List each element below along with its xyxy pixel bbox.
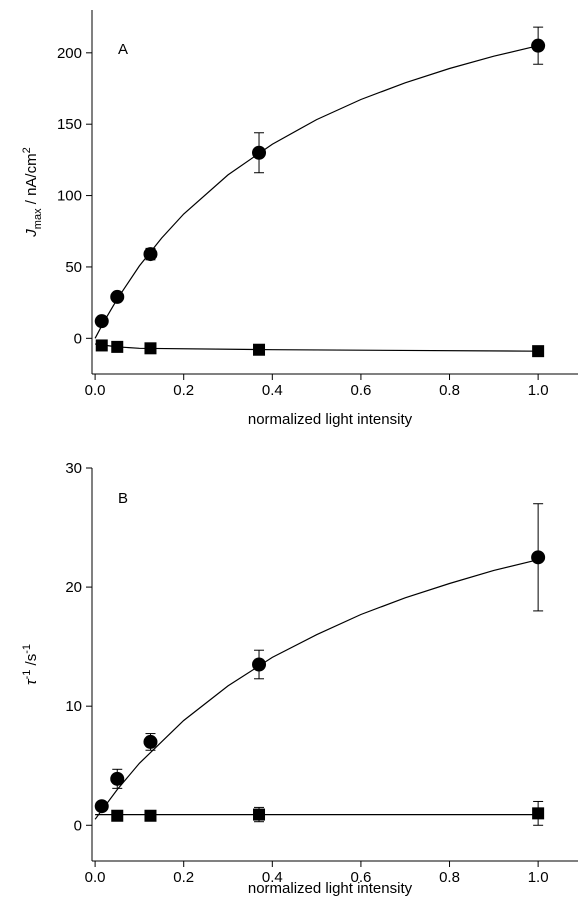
x-tick-label: 0.6 bbox=[350, 382, 371, 399]
x-tick-label: 0.4 bbox=[262, 869, 283, 886]
x-tick-label: 0.8 bbox=[439, 382, 460, 399]
y-tick-label: 50 bbox=[65, 259, 82, 276]
y-axis-label-part: max bbox=[32, 208, 44, 229]
data-point bbox=[252, 657, 267, 672]
x-tick-label: 0.2 bbox=[173, 382, 194, 399]
data-point bbox=[110, 771, 125, 786]
x-tick-label: 1.0 bbox=[528, 382, 549, 399]
panel: 0 50 100 150 200 0.0 0.2 0.4 0.6 0.8 1.0 normalized… bbox=[21, 10, 578, 428]
fit-curve bbox=[95, 343, 539, 352]
data-point bbox=[111, 809, 124, 822]
y-axis-label: τ-1 /s-1 bbox=[21, 644, 40, 685]
y-tick-label: 0 bbox=[74, 817, 82, 834]
data-point bbox=[144, 809, 157, 822]
data-point bbox=[143, 247, 158, 262]
x-axis-label: normalized light intensity bbox=[248, 411, 413, 428]
data-point bbox=[94, 314, 109, 329]
y-axis-label: Jmax / nA/cm2 bbox=[21, 147, 44, 237]
y-axis-label-part: J bbox=[23, 229, 40, 238]
y-tick-label: 10 bbox=[65, 698, 82, 715]
y-axis-label-part: τ bbox=[23, 678, 40, 685]
data-point bbox=[95, 339, 108, 352]
y-axis-label-part: / nA/cm bbox=[23, 153, 40, 208]
x-tick-label: 0.0 bbox=[85, 382, 106, 399]
data-point bbox=[111, 340, 124, 353]
x-axis-label: normalized light intensity bbox=[248, 880, 413, 896]
y-tick-label: 30 bbox=[65, 460, 82, 477]
y-axis-label-part: /s bbox=[23, 654, 40, 670]
y-tick-label: 150 bbox=[57, 116, 82, 133]
fit-curve bbox=[94, 45, 539, 339]
y-tick-label: 20 bbox=[65, 579, 82, 596]
y-tick-label: 100 bbox=[57, 188, 82, 205]
panel-label: B bbox=[118, 490, 128, 507]
y-axis-label-part: -1 bbox=[21, 644, 33, 654]
x-tick-label: 1.0 bbox=[528, 869, 549, 886]
data-point bbox=[94, 799, 109, 814]
fit-curve bbox=[94, 559, 539, 820]
y-tick-label: 0 bbox=[74, 330, 82, 347]
data-point bbox=[531, 38, 546, 53]
data-point bbox=[252, 145, 267, 160]
data-point bbox=[531, 550, 546, 565]
panel: 0 10 20 30 0.0 0.2 0.4 0.6 0.8 1.0 normalized ligh… bbox=[21, 460, 578, 897]
x-tick-label: 0.2 bbox=[173, 869, 194, 886]
data-point bbox=[532, 345, 545, 358]
panel-label: A bbox=[118, 41, 128, 58]
y-axis-label-part: 2 bbox=[21, 147, 33, 153]
data-point bbox=[143, 734, 158, 749]
data-point bbox=[253, 343, 266, 356]
x-tick-label: 0.4 bbox=[262, 382, 283, 399]
x-tick-label: 0.0 bbox=[85, 869, 106, 886]
y-axis-label-part: -1 bbox=[21, 670, 33, 680]
data-point bbox=[110, 289, 125, 304]
data-point bbox=[144, 342, 157, 355]
data-point bbox=[532, 807, 545, 820]
x-tick-label: 0.8 bbox=[439, 869, 460, 886]
y-tick-label: 200 bbox=[57, 45, 82, 62]
x-tick-label: 0.6 bbox=[350, 869, 371, 886]
data-point bbox=[253, 808, 266, 821]
